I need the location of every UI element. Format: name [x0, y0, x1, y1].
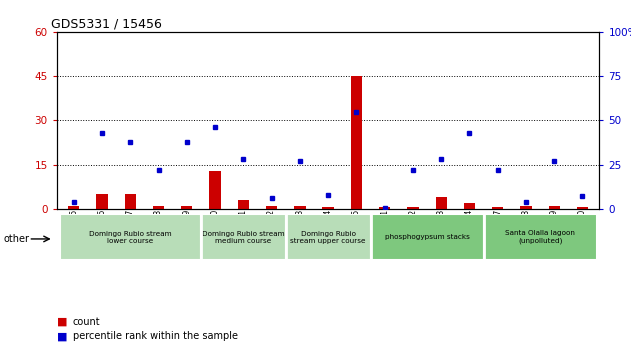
Bar [379, 207, 391, 209]
Bar [464, 203, 475, 209]
Bar [294, 206, 305, 209]
Bar [266, 206, 277, 209]
Bar [209, 171, 221, 209]
Bar [351, 76, 362, 209]
Text: ■: ■ [57, 317, 68, 327]
Text: count: count [73, 317, 100, 327]
Bar [153, 206, 164, 209]
Bar [201, 214, 286, 260]
Bar [483, 214, 597, 260]
Bar [97, 194, 108, 209]
Bar [435, 197, 447, 209]
Bar [68, 206, 80, 209]
Bar [286, 214, 370, 260]
Text: phosphogypsum stacks: phosphogypsum stacks [385, 234, 469, 240]
Text: Domingo Rubio stream
lower course: Domingo Rubio stream lower course [89, 231, 172, 244]
Text: ■: ■ [57, 331, 68, 341]
Bar [238, 200, 249, 209]
Bar [124, 194, 136, 209]
Bar [59, 214, 201, 260]
Text: GDS5331 / 15456: GDS5331 / 15456 [51, 18, 162, 31]
Text: Domingo Rubio stream
medium course: Domingo Rubio stream medium course [202, 231, 285, 244]
Bar [322, 207, 334, 209]
Bar [407, 207, 418, 209]
Bar [548, 206, 560, 209]
Bar [181, 206, 192, 209]
Text: other: other [3, 234, 29, 244]
Bar [492, 207, 504, 209]
Bar [521, 206, 531, 209]
Bar [577, 207, 588, 209]
Text: Domingo Rubio
stream upper course: Domingo Rubio stream upper course [290, 231, 366, 244]
Text: percentile rank within the sample: percentile rank within the sample [73, 331, 237, 341]
Bar [370, 214, 483, 260]
Text: Santa Olalla lagoon
(unpolluted): Santa Olalla lagoon (unpolluted) [505, 230, 575, 244]
